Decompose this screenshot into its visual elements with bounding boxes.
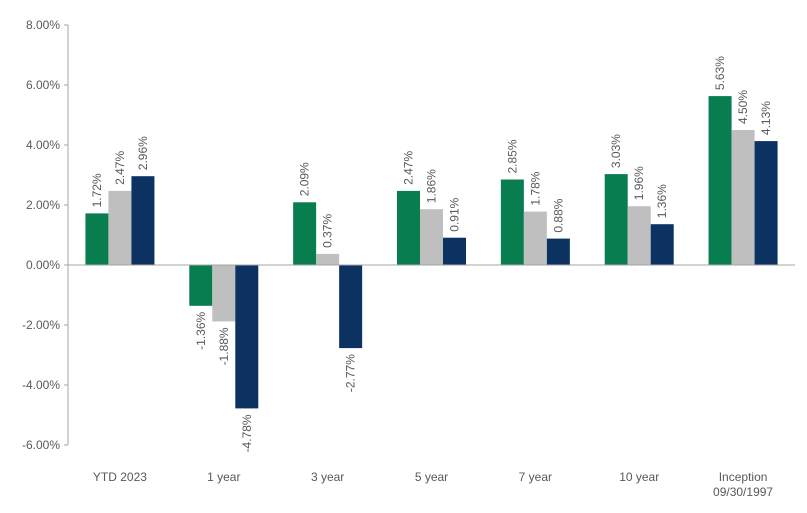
y-tick-label: -2.00%	[22, 318, 60, 332]
data-label: 1.86%	[425, 169, 439, 203]
data-label: 4.50%	[736, 90, 750, 124]
data-label: 3.03%	[609, 134, 623, 168]
y-tick-label: 4.00%	[26, 138, 60, 152]
x-tick-label: 5 year	[415, 470, 448, 484]
bar-series2-1	[108, 190, 132, 265]
data-label: 4.13%	[759, 101, 773, 135]
bar-series2-6	[627, 206, 651, 265]
data-label: -1.36%	[194, 311, 208, 349]
bar-series1-6	[604, 174, 628, 265]
data-label: -1.88%	[217, 327, 231, 365]
bar-series2-3	[316, 253, 340, 265]
x-tick-label: 09/30/1997	[713, 485, 773, 499]
bar-series1-2	[189, 265, 213, 306]
data-label: 2.85%	[505, 139, 519, 173]
bar-series3-5	[546, 238, 570, 265]
y-tick-label: 2.00%	[26, 198, 60, 212]
bar-series2-4	[420, 209, 443, 265]
x-tick-label: 7 year	[519, 470, 552, 484]
data-label: 5.63%	[713, 56, 727, 90]
bar-series1-5	[500, 179, 524, 265]
data-label: 2.47%	[113, 151, 127, 185]
x-tick-label: 1 year	[207, 470, 240, 484]
bar-series2-7	[731, 130, 755, 265]
data-label: 2.09%	[298, 162, 312, 196]
bar-series1-1	[85, 213, 109, 265]
bar-series3-3	[339, 265, 363, 349]
data-label: -4.78%	[240, 414, 254, 452]
bar-series1-3	[293, 202, 317, 265]
x-tick-label: YTD 2023	[93, 470, 147, 484]
bar-series3-4	[443, 237, 466, 265]
bar-series3-2	[235, 265, 259, 409]
data-label: 1.72%	[90, 173, 104, 207]
bar-series3-6	[650, 224, 674, 265]
data-label: -2.77%	[344, 354, 358, 392]
bar-series2-5	[523, 211, 547, 265]
y-tick-label: -4.00%	[22, 378, 60, 392]
y-tick-label: 0.00%	[26, 258, 60, 272]
x-tick-label: 10 year	[619, 470, 659, 484]
bar-series1-4	[397, 190, 420, 265]
x-tick-label: Inception	[719, 470, 768, 484]
data-label: 0.88%	[551, 198, 565, 232]
y-tick-label: -6.00%	[22, 438, 60, 452]
x-tick-label: 3 year	[311, 470, 344, 484]
bar-series1-7	[708, 96, 732, 265]
data-label: 2.96%	[136, 136, 150, 170]
y-tick-label: 8.00%	[26, 18, 60, 32]
data-label: 1.96%	[632, 166, 646, 200]
data-label: 1.78%	[528, 171, 542, 205]
data-label: 0.91%	[448, 197, 462, 231]
bar-series3-7	[754, 141, 778, 265]
bar-series3-1	[131, 176, 155, 265]
data-label: 1.36%	[655, 184, 669, 218]
data-label: 2.47%	[402, 151, 416, 185]
bar-series2-2	[212, 265, 236, 322]
y-tick-label: 6.00%	[26, 78, 60, 92]
data-label: 0.37%	[321, 214, 335, 248]
